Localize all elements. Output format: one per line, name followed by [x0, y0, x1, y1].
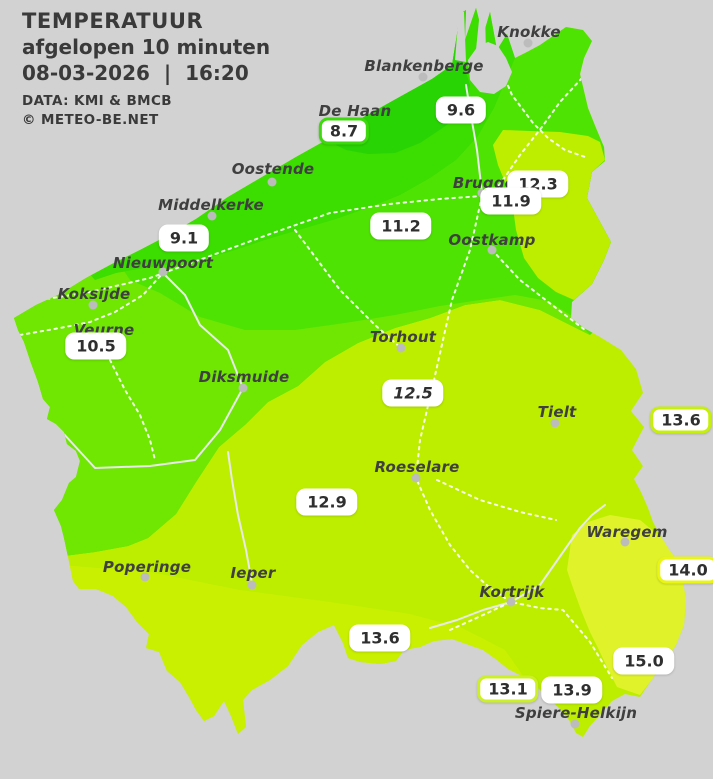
- city-label: Torhout: [369, 328, 437, 346]
- city-label: Blankenberge: [364, 57, 484, 75]
- temperature-badge: 11.2: [370, 212, 432, 240]
- city-label: Middelkerke: [158, 196, 264, 214]
- road-zeebrugge-east: [496, 59, 589, 159]
- datetime-label: 08-03-2026 | 16:20: [22, 61, 249, 85]
- temperature-badge: 13.9: [541, 676, 603, 704]
- city-dot: [411, 473, 421, 483]
- city-dot: [620, 537, 630, 547]
- data-source-label: DATA: KMI & BMCB: [22, 93, 172, 109]
- temperature-badge: 13.1: [477, 675, 539, 703]
- city-label: Oostende: [231, 160, 315, 178]
- city-label: Koksijde: [57, 285, 131, 303]
- zeebrugge-port: [455, 10, 512, 94]
- city-label: Knokke: [497, 23, 561, 41]
- copyright-label: © METEO-BE.NET: [22, 112, 159, 128]
- road-veurne-west: [19, 272, 164, 336]
- road-brugge-knokke: [481, 77, 583, 197]
- city-label: Poperinge: [102, 558, 192, 576]
- city-dot: [207, 211, 217, 221]
- temperature-badge: 13.6: [349, 624, 411, 652]
- temperature-badge: 10.5: [65, 332, 127, 360]
- city-label: Ieper: [230, 564, 276, 582]
- port-basin: [468, 42, 512, 94]
- road-kortrijk-a14: [449, 600, 613, 679]
- map-header: TEMPERATUUR afgelopen 10 minuten 08-03-2…: [22, 8, 270, 130]
- city-dot: [238, 383, 248, 393]
- city-label: Roeselare: [374, 458, 460, 476]
- temperature-badge: 13.6: [650, 406, 712, 434]
- city-label: Spiere-Helkijn: [514, 704, 638, 722]
- city-dot: [506, 597, 516, 607]
- port-pier-east: [476, 10, 486, 54]
- road-e40-coast: [39, 195, 483, 301]
- city-dot: [396, 343, 406, 353]
- band-11-12: [14, 262, 590, 556]
- city-label: Nieuwpoort: [112, 254, 214, 272]
- city-label: Kortrijk: [479, 583, 545, 601]
- city-dot: [158, 267, 168, 277]
- city-label: Diksmuide: [198, 368, 290, 386]
- temperature-badge: 9.1: [158, 224, 210, 252]
- river-ieperlee: [227, 451, 253, 584]
- city-dot: [570, 719, 580, 729]
- city-dot: [140, 572, 150, 582]
- city-dot: [487, 245, 497, 255]
- city-dot: [550, 418, 560, 428]
- city-dot: [88, 300, 98, 310]
- temperature-badge: 12.5: [382, 379, 444, 407]
- river-leie: [429, 504, 606, 629]
- temperature-badge: 15.0: [613, 647, 675, 675]
- city-dot: [418, 72, 428, 82]
- temperature-badge: 8.7: [318, 117, 370, 145]
- port-pier-west: [455, 12, 466, 62]
- city-label: De Haan: [318, 102, 392, 120]
- temperature-badge: 14.0: [657, 556, 713, 584]
- temperature-badge: 12.9: [296, 488, 358, 516]
- temperature-badge: 11.9: [480, 187, 542, 215]
- road-roeselare-east: [436, 479, 557, 521]
- city-dot: [267, 177, 277, 187]
- city-dot: [247, 580, 257, 590]
- river-ijzer: [61, 272, 244, 469]
- page-subtitle: afgelopen 10 minuten: [22, 35, 271, 59]
- city-dot: [523, 38, 533, 48]
- city-label: Tielt: [537, 403, 577, 421]
- road-veurne-south: [109, 359, 156, 461]
- page-title: TEMPERATUUR: [22, 9, 204, 33]
- road-oostkamp-se: [491, 249, 586, 331]
- road-oostende-torhout: [294, 229, 402, 349]
- city-label: Waregem: [586, 523, 668, 541]
- temperature-badge: 9.6: [435, 96, 487, 124]
- city-label: Oostkamp: [448, 231, 536, 249]
